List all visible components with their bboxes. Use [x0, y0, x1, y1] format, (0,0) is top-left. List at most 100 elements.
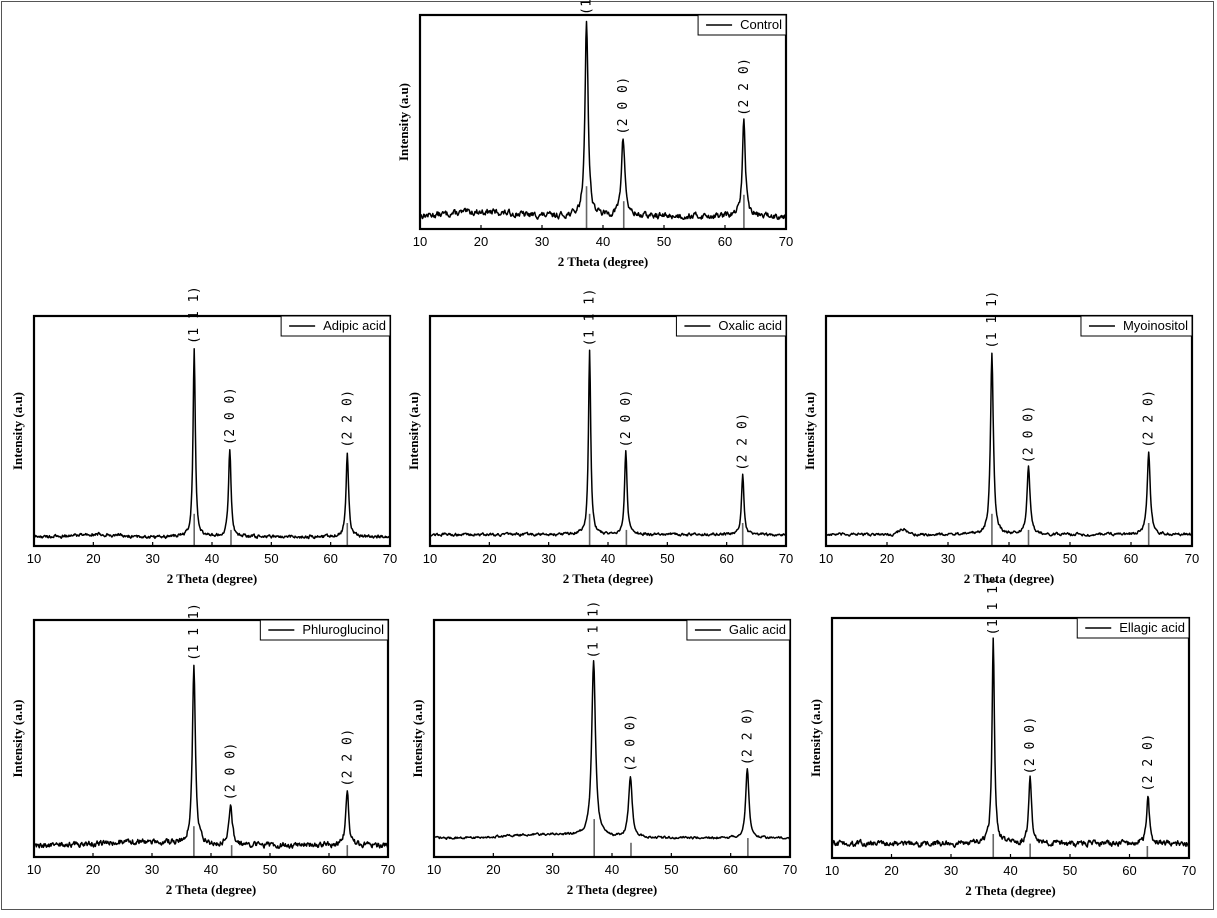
peak-label: (2 0 0)	[623, 713, 638, 771]
x-tick-label: 40	[601, 551, 615, 566]
x-tick-label: 50	[664, 862, 678, 877]
plot-area	[32, 618, 390, 859]
x-tick-label: 40	[204, 862, 218, 877]
x-tick-label: 40	[605, 862, 619, 877]
legend-label: Myoinositol	[1123, 318, 1188, 333]
chart-svg: 10 20 30 40 50 60 70 2 Theta (degree) Intensity …	[808, 577, 1196, 898]
plot-area	[830, 616, 1191, 860]
diffraction-curve	[33, 348, 391, 540]
x-tick-label: 30	[535, 234, 549, 249]
x-tick-label: 70	[1182, 863, 1196, 878]
x-tick-label: 30	[145, 551, 159, 566]
x-tick-label: 70	[381, 862, 395, 877]
legend-label: Adipic acid	[323, 318, 386, 333]
diffraction-curve	[33, 664, 389, 850]
legend: Myoinositol	[1080, 315, 1193, 337]
peak-label: (1 1 1)	[580, 0, 595, 15]
x-tick-label: 70	[783, 862, 797, 877]
x-axis-title: 2 Theta (degree)	[965, 883, 1056, 898]
y-axis-title: Intensity (a.u)	[406, 392, 421, 470]
x-tick-label: 60	[718, 234, 732, 249]
legend-box	[1080, 315, 1193, 337]
x-tick-label: 30	[541, 551, 555, 566]
legend: Control	[697, 14, 787, 36]
x-tick-label: 20	[486, 862, 500, 877]
legend-label: Ellagic acid	[1119, 620, 1185, 635]
xrd-panel-phluroglucinol: 10 20 30 40 50 60 70 2 Theta (degree) Intensity …	[0, 603, 418, 917]
x-tick-label: 60	[1122, 863, 1136, 878]
x-tick-label: 60	[1124, 551, 1138, 566]
peak-label: (2 2 0)	[1142, 389, 1157, 447]
x-axis-title: 2 Theta (degree)	[167, 571, 258, 586]
x-tick-label: 30	[944, 863, 958, 878]
peak-label: (2 0 0)	[1022, 405, 1037, 463]
legend-box	[1076, 617, 1190, 639]
legend-box	[697, 14, 787, 36]
legend-box	[686, 619, 791, 641]
peak-label: (2 0 0)	[223, 742, 238, 800]
x-tick-label: 70	[779, 551, 793, 566]
y-axis-title: Intensity (a.u)	[396, 83, 411, 161]
x-tick-label: 60	[322, 862, 336, 877]
x-tick-label: 50	[264, 551, 278, 566]
peak-label: (2 0 0)	[619, 389, 634, 447]
x-axis-title: 2 Theta (degree)	[964, 571, 1055, 586]
chart-svg: 10 20 30 40 50 60 70 2 Theta (degree) Intensity …	[396, 0, 793, 269]
x-tick-label: 10	[423, 551, 437, 566]
x-axis-title: 2 Theta (degree)	[567, 882, 658, 897]
x-tick-label: 50	[1063, 863, 1077, 878]
xrd-panel-control: 10 20 30 40 50 60 70 2 Theta (degree) Intensity …	[375, 0, 816, 289]
x-tick-label: 10	[27, 551, 41, 566]
x-tick-label: 10	[27, 862, 41, 877]
chart-svg: 10 20 30 40 50 60 70 2 Theta (degree) Intensity …	[406, 288, 793, 586]
legend-box	[280, 315, 391, 337]
y-axis-title: Intensity (a.u)	[410, 699, 425, 777]
peak-label: (2 2 0)	[340, 389, 355, 447]
x-tick-label: 50	[263, 862, 277, 877]
plot-area	[824, 314, 1194, 548]
x-tick-label: 30	[545, 862, 559, 877]
x-tick-label: 10	[825, 863, 839, 878]
x-axis-title: 2 Theta (degree)	[558, 254, 649, 269]
x-tick-label: 10	[413, 234, 427, 249]
chart-svg: 10 20 30 40 50 60 70 2 Theta (degree) Intensity …	[802, 290, 1199, 586]
plot-area	[428, 314, 788, 548]
x-tick-label: 50	[660, 551, 674, 566]
x-tick-label: 30	[941, 551, 955, 566]
xrd-panel-galic-acid: 10 20 30 40 50 60 70 2 Theta (degree) Intensity …	[389, 600, 820, 917]
x-tick-label: 30	[145, 862, 159, 877]
x-tick-label: 50	[1063, 551, 1077, 566]
y-axis-title: Intensity (a.u)	[10, 392, 25, 470]
peak-label: (2 2 0)	[340, 728, 355, 786]
legend-label: Oxalic acid	[718, 318, 782, 333]
y-axis-title: Intensity (a.u)	[808, 699, 823, 777]
peak-label: (2 2 0)	[740, 707, 755, 765]
x-tick-label: 20	[474, 234, 488, 249]
peak-label: (1 1 1)	[187, 603, 202, 661]
x-tick-label: 20	[482, 551, 496, 566]
x-axis-title: 2 Theta (degree)	[166, 882, 257, 897]
xrd-panel-myoinositol: 10 20 30 40 50 60 70 2 Theta (degree) Intensity …	[781, 290, 1217, 606]
x-tick-label: 60	[723, 862, 737, 877]
diffraction-curve	[429, 349, 787, 537]
legend: Ellagic acid	[1076, 617, 1190, 639]
peak-label: (1 1 1)	[986, 577, 1001, 635]
chart-svg: 10 20 30 40 50 60 70 2 Theta (degree) Intensity …	[10, 603, 395, 897]
legend: Adipic acid	[280, 315, 391, 337]
legend-box	[259, 619, 389, 641]
x-tick-label: 10	[819, 551, 833, 566]
xrd-panel-ellagic-acid: 10 20 30 40 50 60 70 2 Theta (degree) Intensity …	[787, 577, 1217, 918]
plot-area	[32, 314, 392, 548]
xrd-panel-adipic-acid: 10 20 30 40 50 60 70 2 Theta (degree) Intensity …	[0, 286, 420, 606]
chart-svg: 10 20 30 40 50 60 70 2 Theta (degree) Intensity …	[410, 600, 797, 897]
y-axis-title: Intensity (a.u)	[802, 392, 817, 470]
x-axis-title: 2 Theta (degree)	[563, 571, 654, 586]
diffraction-curve	[433, 660, 791, 840]
x-tick-label: 50	[657, 234, 671, 249]
plot-area	[432, 618, 792, 859]
plot-area	[418, 13, 788, 231]
x-tick-label: 40	[1002, 551, 1016, 566]
peak-label: (2 0 0)	[1023, 716, 1038, 774]
x-tick-label: 20	[880, 551, 894, 566]
